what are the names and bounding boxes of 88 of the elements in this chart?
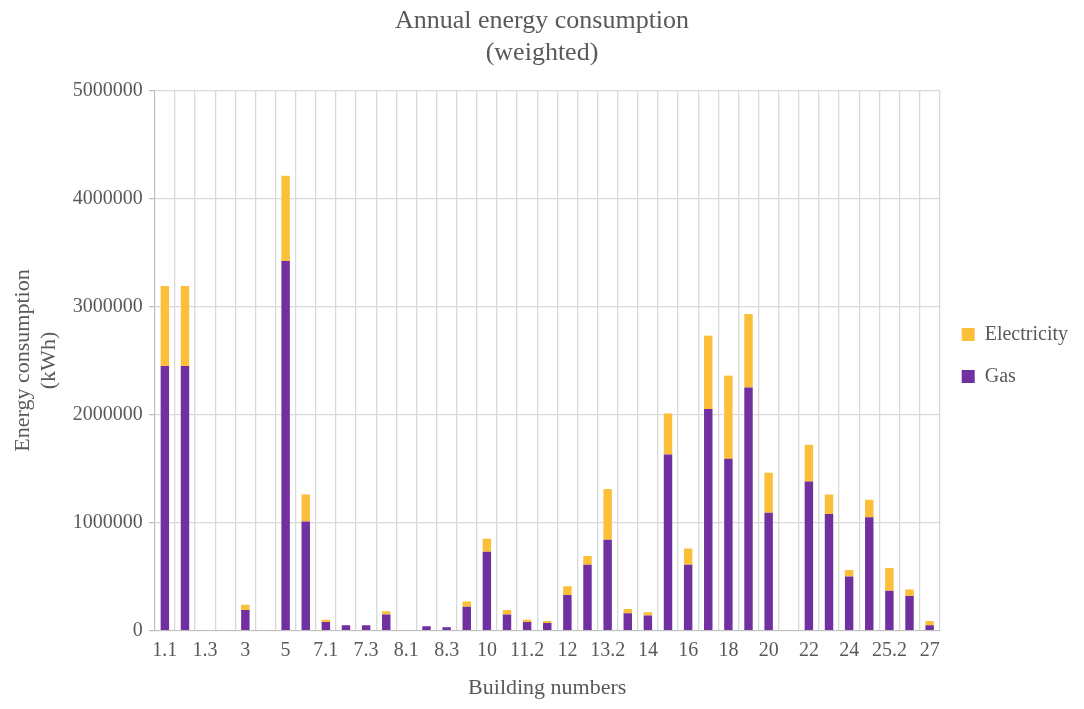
y-tick-label: 2000000 xyxy=(72,401,143,424)
bar xyxy=(905,596,914,630)
bar xyxy=(925,625,934,630)
bar xyxy=(744,387,753,630)
bar xyxy=(462,606,471,630)
bar xyxy=(663,413,673,455)
bar xyxy=(623,613,632,630)
x-tick-label: 12 xyxy=(557,637,578,660)
bar xyxy=(925,620,934,626)
x-tick-label: 1.1 xyxy=(152,637,178,660)
bar xyxy=(704,409,713,630)
bar xyxy=(482,551,492,630)
bar xyxy=(804,444,814,482)
x-tick-label: 27 xyxy=(919,637,940,660)
x-tick-label: 7.3 xyxy=(353,637,379,660)
legend-label: Gas xyxy=(984,363,1017,386)
bar xyxy=(180,285,190,366)
x-tick-label: 5 xyxy=(280,637,291,660)
bar xyxy=(804,481,814,630)
bar xyxy=(180,365,190,630)
y-tick-label: 5000000 xyxy=(72,77,143,100)
bar xyxy=(522,621,532,630)
bar xyxy=(583,556,592,565)
bar xyxy=(583,564,592,630)
bar xyxy=(643,615,653,630)
bar xyxy=(341,625,351,630)
y-tick-label: 1000000 xyxy=(72,509,143,532)
bar xyxy=(824,513,834,630)
legend-label: Electricity xyxy=(984,321,1069,345)
y-tick-label: 4000000 xyxy=(72,185,143,208)
bar xyxy=(301,521,310,630)
x-tick-label: 11.2 xyxy=(510,637,545,660)
bar xyxy=(160,285,170,366)
bar xyxy=(563,586,572,595)
x-tick-label: 1.3 xyxy=(192,637,218,660)
bar xyxy=(744,314,753,388)
bar xyxy=(563,594,572,630)
x-tick-label: 3 xyxy=(240,637,251,660)
bar xyxy=(764,512,773,630)
y-tick-label: 3000000 xyxy=(72,293,143,316)
x-tick-label: 22 xyxy=(798,637,819,660)
bar xyxy=(663,454,673,630)
x-tick-label: 8.1 xyxy=(393,637,419,660)
bar xyxy=(281,261,290,630)
x-tick-label: 25.2 xyxy=(871,637,907,660)
bar xyxy=(844,570,854,577)
bar xyxy=(764,472,773,513)
bar xyxy=(824,494,834,514)
x-axis-title: Building numbers xyxy=(468,673,627,699)
y-axis-title: Energy consumption (kWh) xyxy=(8,269,61,452)
bar xyxy=(704,335,713,410)
bar xyxy=(482,538,492,552)
x-tick-label: 20 xyxy=(758,637,779,660)
bar xyxy=(462,601,471,607)
bar xyxy=(683,564,693,630)
bar xyxy=(603,539,612,630)
bar xyxy=(844,576,854,630)
bar xyxy=(865,517,874,630)
bar xyxy=(603,489,612,540)
x-tick-label: 10 xyxy=(476,637,497,660)
bar xyxy=(160,365,170,630)
x-tick-label: 16 xyxy=(678,637,699,660)
bar xyxy=(724,375,733,459)
bar xyxy=(422,626,431,630)
bar xyxy=(361,625,371,630)
bar xyxy=(543,623,552,630)
x-tick-label: 7.1 xyxy=(313,637,339,660)
bar xyxy=(724,458,733,630)
bar xyxy=(382,614,391,630)
x-tick-label: 24 xyxy=(839,637,860,660)
chart-title: Annual energy consumption (weighted) xyxy=(394,5,690,66)
bar xyxy=(281,175,290,262)
bar xyxy=(905,589,914,597)
bar xyxy=(885,590,894,630)
bar xyxy=(241,604,250,611)
y-tick-label: 0 xyxy=(132,617,143,640)
bar xyxy=(442,627,451,630)
bar xyxy=(865,499,874,518)
x-tick-label: 8.3 xyxy=(434,637,460,660)
bar xyxy=(885,567,894,591)
x-tick-label: 14 xyxy=(637,637,658,660)
x-tick-label: 13.2 xyxy=(590,637,626,660)
bar xyxy=(321,621,331,630)
bar xyxy=(301,494,310,522)
x-tick-label: 18 xyxy=(718,637,739,660)
bar xyxy=(502,614,512,630)
bar xyxy=(241,610,250,630)
bar xyxy=(683,548,693,565)
